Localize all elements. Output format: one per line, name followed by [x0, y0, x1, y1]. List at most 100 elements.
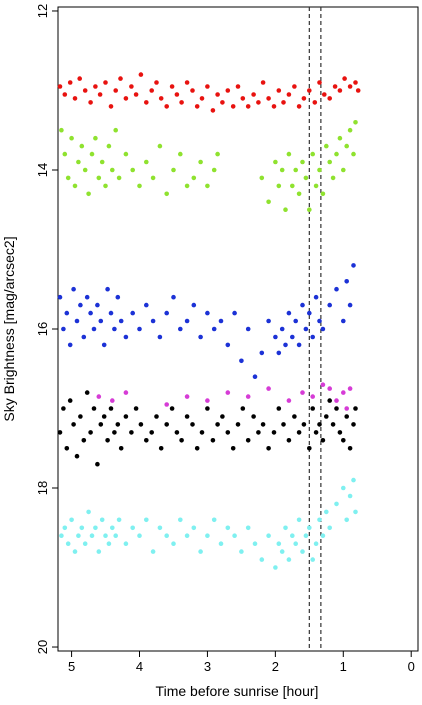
series-2-point: [225, 342, 231, 348]
series-5-point: [86, 509, 91, 515]
series-4-point: [260, 422, 266, 427]
series-3-point: [341, 390, 346, 395]
series-0-point: [276, 88, 282, 93]
series-0-point: [251, 92, 256, 97]
series-2-point: [184, 318, 190, 324]
series-4-point: [317, 422, 322, 427]
y-tick-label: 20: [35, 640, 50, 654]
series-2-point: [293, 318, 299, 324]
series-2-point: [95, 302, 100, 308]
series-1-point: [76, 159, 81, 165]
series-1-point: [337, 135, 343, 141]
series-4-point: [133, 406, 139, 411]
series-4-point: [61, 406, 66, 411]
y-axis-title: Sky Brightness [mag/arcsec2]: [1, 236, 17, 421]
series-0-point: [97, 92, 103, 97]
series-4-point: [164, 422, 169, 427]
x-tick-label: 1: [340, 659, 347, 674]
series-5-point: [150, 549, 156, 554]
series-4-point: [199, 430, 205, 435]
series-1-point: [320, 191, 326, 197]
series-0-point: [169, 84, 175, 89]
series-2-point: [81, 334, 87, 340]
series-1-point: [65, 175, 71, 181]
series-1-point: [279, 167, 285, 173]
series-2-point: [341, 318, 346, 324]
series-4-point: [91, 406, 97, 411]
plot-frame: [57, 6, 419, 652]
series-5-point: [191, 525, 197, 531]
series-4-point: [344, 414, 350, 419]
series-5-point: [113, 533, 118, 538]
series-0-point: [337, 88, 343, 93]
series-4-point: [71, 422, 76, 427]
series-5-point: [334, 501, 339, 507]
series-5-point: [327, 525, 333, 531]
series-5-point: [144, 517, 149, 523]
series-2-point: [218, 318, 224, 324]
series-3-point: [334, 398, 339, 403]
series-5-point: [259, 557, 265, 562]
series-0-point: [327, 96, 333, 101]
series-0-point: [271, 104, 277, 109]
series-2-point: [273, 334, 278, 340]
series-5-point: [59, 533, 64, 538]
series-1-point: [89, 151, 95, 157]
series-1-point: [317, 167, 322, 173]
series-3-point: [347, 386, 353, 391]
series-2-point: [67, 342, 73, 348]
series-1-point: [259, 175, 265, 181]
series-5-point: [276, 541, 282, 546]
series-0-point: [266, 96, 271, 101]
series-0-point: [88, 100, 93, 105]
series-2-point: [347, 302, 353, 308]
series-0-point: [235, 84, 241, 89]
series-3-point: [184, 394, 190, 399]
series-5-point: [93, 525, 98, 531]
series-4-point: [101, 414, 107, 419]
series-2-point: [276, 350, 282, 356]
series-4-point: [301, 422, 307, 427]
series-2-point: [112, 326, 117, 332]
series-1-point: [184, 183, 190, 189]
series-4-point: [307, 446, 312, 451]
series-2-point: [211, 326, 217, 332]
series-5-point: [123, 541, 129, 546]
series-4-point: [74, 453, 80, 459]
series-1-point: [106, 143, 112, 149]
series-0-point: [138, 72, 144, 77]
series-1-point: [113, 127, 118, 133]
series-4-point: [98, 422, 104, 427]
series-5-point: [303, 533, 309, 538]
series-1-point: [293, 167, 299, 173]
series-1-point: [62, 151, 68, 157]
series-4-point: [320, 438, 326, 443]
series-2-point: [171, 294, 176, 300]
series-1-point: [103, 183, 108, 189]
series-4-point: [210, 438, 216, 443]
series-2-point: [317, 318, 322, 324]
series-5-point: [225, 525, 231, 531]
series-4-point: [158, 446, 164, 451]
series-4-point: [78, 414, 83, 419]
series-2-point: [300, 302, 305, 308]
series-2-point: [266, 318, 271, 324]
series-0-point: [332, 84, 338, 89]
series-2-point: [88, 310, 93, 316]
series-2-point: [178, 326, 183, 332]
series-0-point: [82, 88, 88, 93]
series-1-point: [72, 183, 78, 189]
series-2-point: [205, 310, 210, 316]
series-0-point: [312, 100, 318, 105]
series-0-point: [144, 100, 149, 105]
series-1-point: [205, 183, 210, 189]
series-4-point: [276, 406, 282, 411]
series-1-point: [99, 159, 105, 165]
series-2-point: [98, 318, 104, 324]
series-0-point: [62, 92, 68, 97]
series-5-point: [310, 557, 316, 562]
series-5-point: [344, 517, 350, 523]
series-0-point: [67, 80, 73, 85]
series-5-point: [239, 549, 244, 554]
series-5-point: [279, 549, 285, 554]
